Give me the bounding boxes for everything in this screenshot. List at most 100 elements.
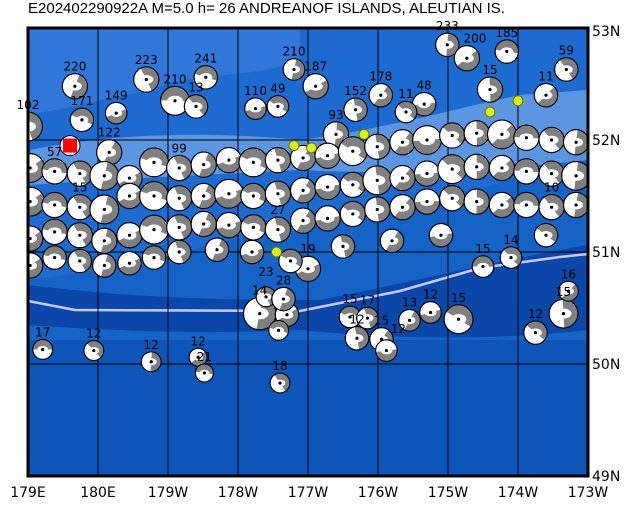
beachball[interactable] bbox=[533, 223, 559, 248]
beachball[interactable] bbox=[183, 94, 209, 119]
beachball[interactable] bbox=[453, 45, 480, 72]
beachball[interactable] bbox=[215, 147, 242, 174]
beachball[interactable] bbox=[282, 58, 306, 81]
beachball[interactable] bbox=[238, 147, 269, 178]
beachball[interactable] bbox=[513, 191, 540, 219]
beachball[interactable] bbox=[16, 186, 45, 217]
beachball[interactable] bbox=[513, 124, 540, 151]
beachball[interactable] bbox=[290, 207, 317, 234]
beachball[interactable] bbox=[41, 158, 68, 185]
beachball[interactable] bbox=[538, 194, 565, 221]
beachball[interactable] bbox=[240, 214, 267, 241]
beachball[interactable] bbox=[116, 182, 143, 210]
beachball[interactable] bbox=[166, 185, 193, 212]
beachball[interactable] bbox=[41, 218, 68, 245]
beachball[interactable] bbox=[41, 191, 68, 219]
beachball[interactable] bbox=[239, 239, 265, 265]
beachball[interactable] bbox=[439, 122, 466, 149]
beachball[interactable] bbox=[558, 280, 579, 302]
beachball[interactable] bbox=[463, 188, 490, 215]
beachball[interactable] bbox=[133, 66, 160, 93]
beachball[interactable] bbox=[413, 160, 441, 187]
beachball[interactable] bbox=[96, 139, 123, 166]
beachball[interactable] bbox=[278, 248, 303, 274]
beachball[interactable] bbox=[389, 194, 416, 221]
beachball[interactable] bbox=[18, 225, 44, 252]
beachball[interactable] bbox=[66, 160, 93, 187]
beachball[interactable] bbox=[563, 191, 589, 219]
beachball[interactable] bbox=[394, 100, 418, 124]
beachball[interactable] bbox=[264, 180, 291, 207]
beachball[interactable] bbox=[548, 298, 579, 329]
beachball[interactable] bbox=[240, 182, 267, 210]
beachball[interactable] bbox=[339, 171, 366, 198]
beachball[interactable] bbox=[437, 154, 468, 185]
beachball[interactable] bbox=[463, 153, 490, 180]
beachball[interactable] bbox=[314, 142, 341, 169]
beachball[interactable] bbox=[190, 210, 217, 238]
beachball[interactable] bbox=[356, 306, 379, 330]
beachball[interactable] bbox=[167, 239, 192, 265]
beachball[interactable] bbox=[66, 222, 93, 249]
beachball[interactable] bbox=[264, 216, 291, 243]
beachball[interactable] bbox=[476, 76, 504, 103]
beachball[interactable] bbox=[190, 151, 217, 178]
beachball[interactable] bbox=[268, 320, 290, 341]
beachball[interactable] bbox=[563, 129, 589, 156]
beachball[interactable] bbox=[290, 177, 317, 204]
beachball[interactable] bbox=[330, 234, 356, 259]
beachball[interactable] bbox=[104, 101, 128, 125]
beachball[interactable] bbox=[271, 286, 296, 312]
beachball[interactable] bbox=[488, 191, 515, 219]
beachball[interactable] bbox=[419, 301, 442, 324]
beachball[interactable] bbox=[139, 181, 169, 211]
beachball[interactable] bbox=[398, 309, 421, 332]
beachball[interactable] bbox=[194, 363, 214, 383]
beachball[interactable] bbox=[214, 178, 244, 209]
beachball[interactable] bbox=[141, 245, 167, 270]
beachball[interactable] bbox=[343, 97, 368, 122]
beachball[interactable] bbox=[364, 196, 391, 223]
beachball[interactable] bbox=[264, 147, 291, 174]
beachball[interactable] bbox=[338, 305, 362, 329]
beachball[interactable] bbox=[439, 185, 466, 212]
beachball[interactable] bbox=[139, 214, 169, 245]
beachball[interactable] bbox=[160, 85, 190, 116]
beachball[interactable] bbox=[368, 83, 393, 108]
beachball[interactable] bbox=[193, 65, 219, 90]
beachball[interactable] bbox=[364, 133, 391, 160]
beachball[interactable] bbox=[471, 255, 495, 278]
beachball[interactable] bbox=[554, 57, 579, 82]
beachball[interactable] bbox=[14, 111, 43, 142]
beachball[interactable] bbox=[499, 246, 523, 269]
beachball[interactable] bbox=[314, 173, 341, 201]
beachball[interactable] bbox=[337, 136, 368, 167]
beachball[interactable] bbox=[533, 83, 559, 108]
beachball[interactable] bbox=[67, 248, 93, 274]
beachball[interactable] bbox=[92, 253, 117, 278]
beachball[interactable] bbox=[42, 245, 67, 270]
beachball[interactable] bbox=[314, 205, 341, 232]
beachball[interactable] bbox=[188, 347, 208, 367]
target-event-beachball[interactable] bbox=[59, 135, 81, 157]
beachball[interactable] bbox=[215, 212, 242, 239]
beachball[interactable] bbox=[66, 194, 93, 221]
beachball[interactable] bbox=[140, 351, 162, 373]
beachball[interactable] bbox=[16, 153, 45, 183]
beachball[interactable] bbox=[413, 188, 441, 215]
beachball[interactable] bbox=[139, 147, 169, 178]
beachball[interactable] bbox=[244, 97, 267, 120]
beachball[interactable] bbox=[61, 73, 89, 100]
beachball[interactable] bbox=[266, 95, 290, 118]
beachball[interactable] bbox=[494, 39, 519, 64]
beachball[interactable] bbox=[91, 227, 118, 254]
beachball[interactable] bbox=[166, 154, 193, 182]
beachball[interactable] bbox=[428, 223, 454, 248]
beachball[interactable] bbox=[412, 125, 442, 155]
beachball[interactable] bbox=[190, 182, 217, 210]
beachball[interactable] bbox=[83, 340, 105, 361]
beachball[interactable] bbox=[375, 339, 398, 362]
beachball[interactable] bbox=[269, 372, 291, 394]
beachball[interactable] bbox=[166, 214, 193, 241]
beachball[interactable] bbox=[443, 304, 474, 335]
